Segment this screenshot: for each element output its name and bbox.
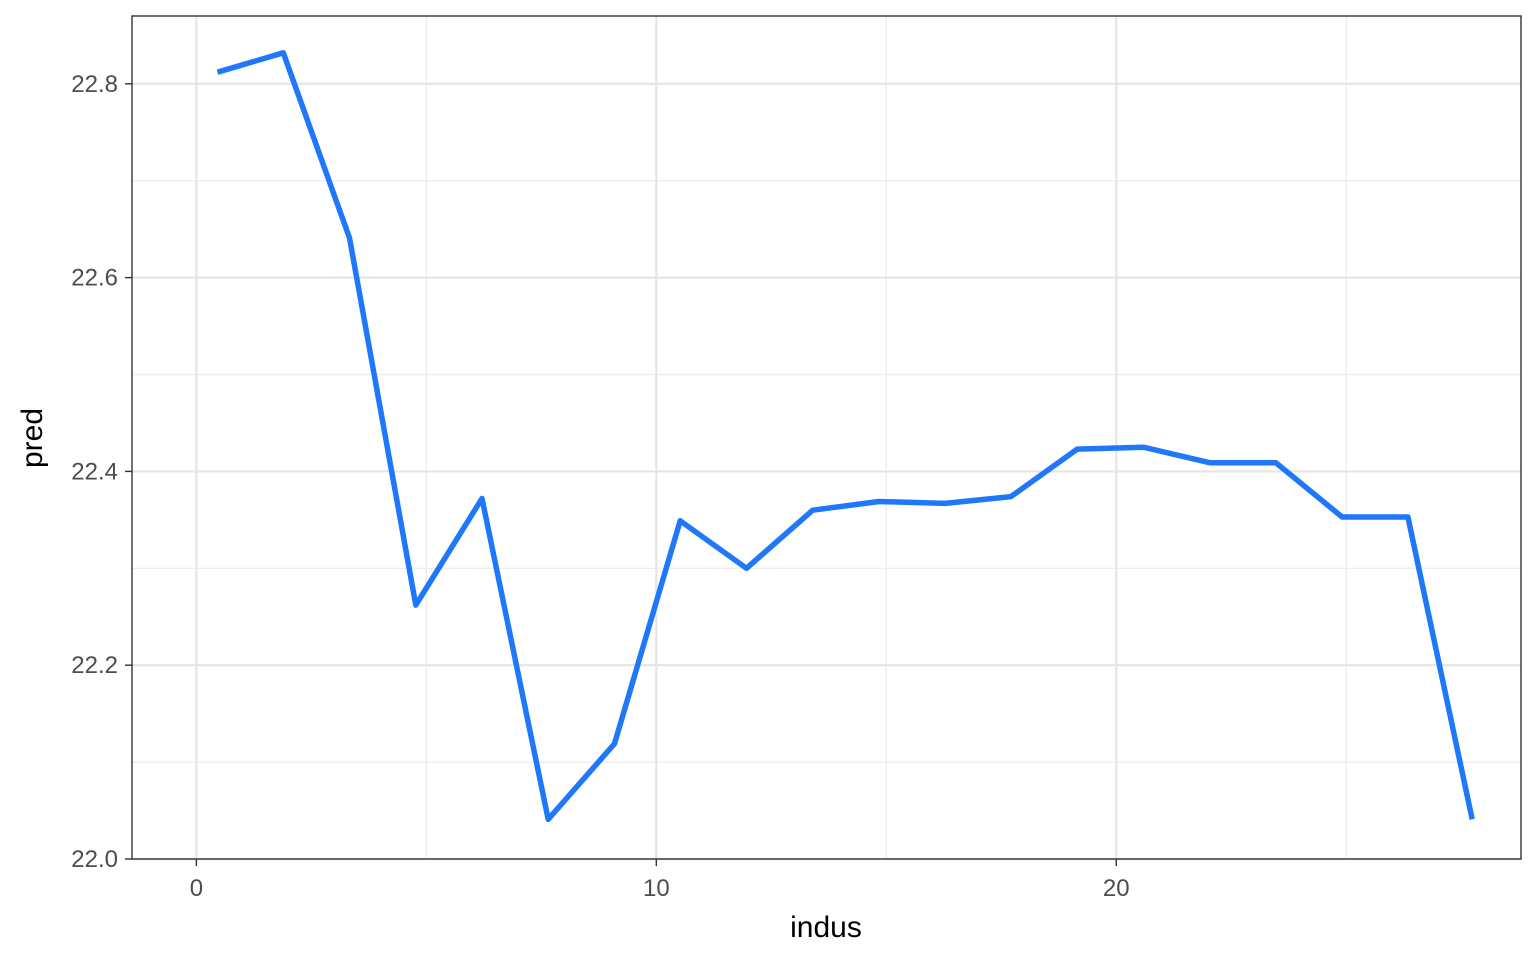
x-tick-label: 10 bbox=[643, 875, 670, 902]
x-tick-label: 20 bbox=[1103, 875, 1130, 902]
y-tick-label: 22.6 bbox=[71, 265, 118, 292]
x-axis: 0 10 20 bbox=[190, 859, 1130, 902]
plot-panel-border bbox=[131, 15, 1522, 860]
series-line bbox=[216, 50, 1475, 823]
plot-background bbox=[132, 16, 1521, 859]
minor-gridlines bbox=[132, 16, 1521, 859]
y-axis: 22.0 22.2 22.4 22.6 22.8 bbox=[71, 71, 132, 873]
series-layer bbox=[216, 50, 1475, 823]
y-tick-label: 22.2 bbox=[71, 652, 118, 679]
y-tick-label: 22.0 bbox=[71, 846, 118, 873]
x-tick-label: 0 bbox=[190, 875, 203, 902]
x-axis-title: indus bbox=[790, 911, 862, 944]
y-axis-title: pred bbox=[16, 408, 49, 468]
y-tick-label: 22.8 bbox=[71, 71, 118, 98]
y-tick-label: 22.4 bbox=[71, 458, 118, 485]
